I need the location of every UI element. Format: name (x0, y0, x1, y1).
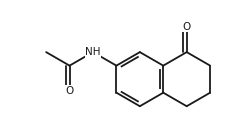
Text: O: O (182, 22, 191, 32)
Text: O: O (66, 86, 74, 96)
Text: NH: NH (85, 47, 101, 57)
